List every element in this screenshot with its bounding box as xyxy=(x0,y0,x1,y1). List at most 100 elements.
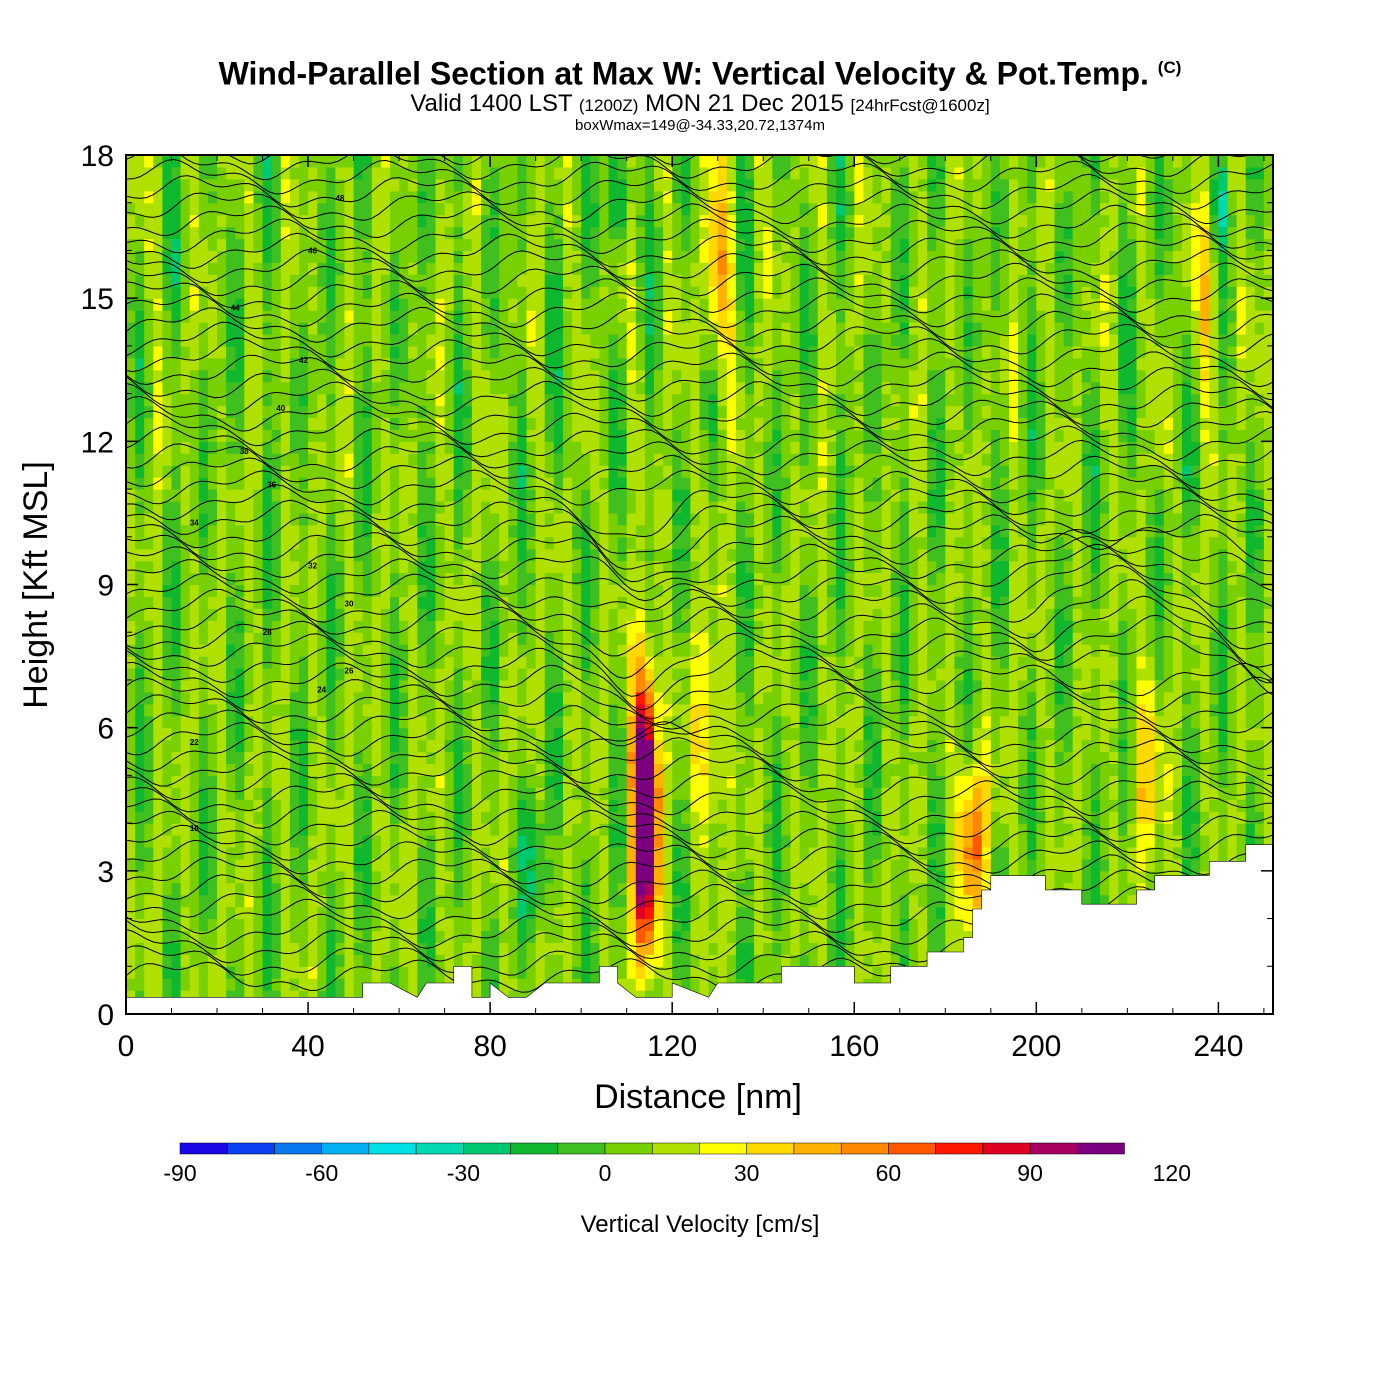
velocity-cell xyxy=(590,799,600,812)
velocity-cell xyxy=(444,501,455,514)
velocity-cell xyxy=(517,799,528,812)
velocity-cell xyxy=(317,453,327,466)
velocity-cell xyxy=(162,405,173,418)
velocity-cell xyxy=(253,882,264,896)
velocity-cell xyxy=(207,644,218,657)
velocity-cell xyxy=(326,727,336,741)
velocity-cell xyxy=(171,847,182,860)
velocity-cell xyxy=(326,751,336,764)
velocity-cell xyxy=(544,691,555,705)
velocity-cell xyxy=(335,870,346,884)
velocity-cell xyxy=(617,274,628,287)
velocity-cell xyxy=(253,703,264,717)
velocity-cell xyxy=(271,405,282,418)
velocity-cell xyxy=(726,930,737,943)
velocity-cell xyxy=(462,357,473,371)
velocity-cell xyxy=(626,322,637,335)
velocity-cell xyxy=(508,990,518,1003)
velocity-cell xyxy=(335,417,346,430)
velocity-cell xyxy=(635,405,646,418)
velocity-cell xyxy=(726,489,737,502)
velocity-cell xyxy=(608,870,619,884)
velocity-cell xyxy=(453,739,464,753)
velocity-cell xyxy=(317,250,327,263)
velocity-cell xyxy=(226,835,236,848)
velocity-cell xyxy=(235,524,245,538)
velocity-cell xyxy=(335,560,346,574)
velocity-cell xyxy=(144,787,154,800)
velocity-cell xyxy=(663,644,673,657)
velocity-cell xyxy=(253,441,264,454)
velocity-cell xyxy=(280,250,291,263)
velocity-cell xyxy=(335,596,346,609)
velocity-cell xyxy=(198,155,209,168)
velocity-cell xyxy=(362,966,373,979)
velocity-cell xyxy=(572,739,582,753)
velocity-cell xyxy=(471,512,482,526)
velocity-cell xyxy=(626,214,637,228)
velocity-cell xyxy=(490,632,500,645)
velocity-cell xyxy=(608,334,619,347)
velocity-cell xyxy=(207,250,218,263)
velocity-cell xyxy=(390,584,400,597)
velocity-cell xyxy=(544,775,555,788)
velocity-cell xyxy=(699,501,710,514)
velocity-cell xyxy=(144,512,154,526)
velocity-cell xyxy=(717,632,728,645)
velocity-cell xyxy=(217,226,227,240)
velocity-cell xyxy=(353,310,364,323)
velocity-cell xyxy=(617,501,628,514)
velocity-cell xyxy=(563,357,573,371)
velocity-cell xyxy=(417,477,427,490)
velocity-cell xyxy=(535,727,546,741)
velocity-cell xyxy=(444,584,455,597)
velocity-cell xyxy=(171,811,182,824)
velocity-cell xyxy=(553,799,564,812)
velocity-cell xyxy=(253,751,264,764)
velocity-cell xyxy=(180,345,191,359)
velocity-cell xyxy=(271,429,282,442)
velocity-cell xyxy=(663,190,673,204)
velocity-cell xyxy=(317,966,327,979)
velocity-cell xyxy=(608,536,619,550)
velocity-cell xyxy=(153,548,163,562)
velocity-cell xyxy=(135,930,145,943)
velocity-cell xyxy=(344,429,355,442)
velocity-cell xyxy=(617,870,628,884)
velocity-cell xyxy=(572,178,582,192)
velocity-cell xyxy=(335,166,346,180)
velocity-cell xyxy=(217,536,227,550)
velocity-cell xyxy=(280,524,291,538)
velocity-cell xyxy=(226,906,236,920)
velocity-cell xyxy=(462,691,473,705)
velocity-cell xyxy=(572,882,582,896)
velocity-cell xyxy=(180,512,191,526)
velocity-cell xyxy=(353,548,364,562)
velocity-cell xyxy=(672,441,682,454)
velocity-cell xyxy=(608,691,619,705)
velocity-cell xyxy=(590,656,600,669)
velocity-cell xyxy=(299,178,309,192)
velocity-cell xyxy=(481,548,491,562)
velocity-cell xyxy=(371,166,382,180)
velocity-cell xyxy=(644,524,655,538)
velocity-cell xyxy=(735,393,746,407)
velocity-cell xyxy=(699,918,710,932)
velocity-cell xyxy=(490,763,500,776)
velocity-cell xyxy=(235,679,245,693)
velocity-cell xyxy=(690,322,701,335)
velocity-cell xyxy=(471,345,482,359)
velocity-cell xyxy=(508,608,518,621)
velocity-cell xyxy=(262,787,273,800)
velocity-cell xyxy=(408,322,418,335)
velocity-cell xyxy=(663,691,673,705)
velocity-cell xyxy=(735,799,746,812)
velocity-cell xyxy=(390,190,400,204)
velocity-cell xyxy=(726,548,737,562)
velocity-cell xyxy=(207,596,218,609)
velocity-cell xyxy=(708,369,719,383)
velocity-cell xyxy=(444,393,455,407)
velocity-cell xyxy=(544,787,555,800)
velocity-cell xyxy=(435,166,446,180)
velocity-cell xyxy=(153,489,163,502)
